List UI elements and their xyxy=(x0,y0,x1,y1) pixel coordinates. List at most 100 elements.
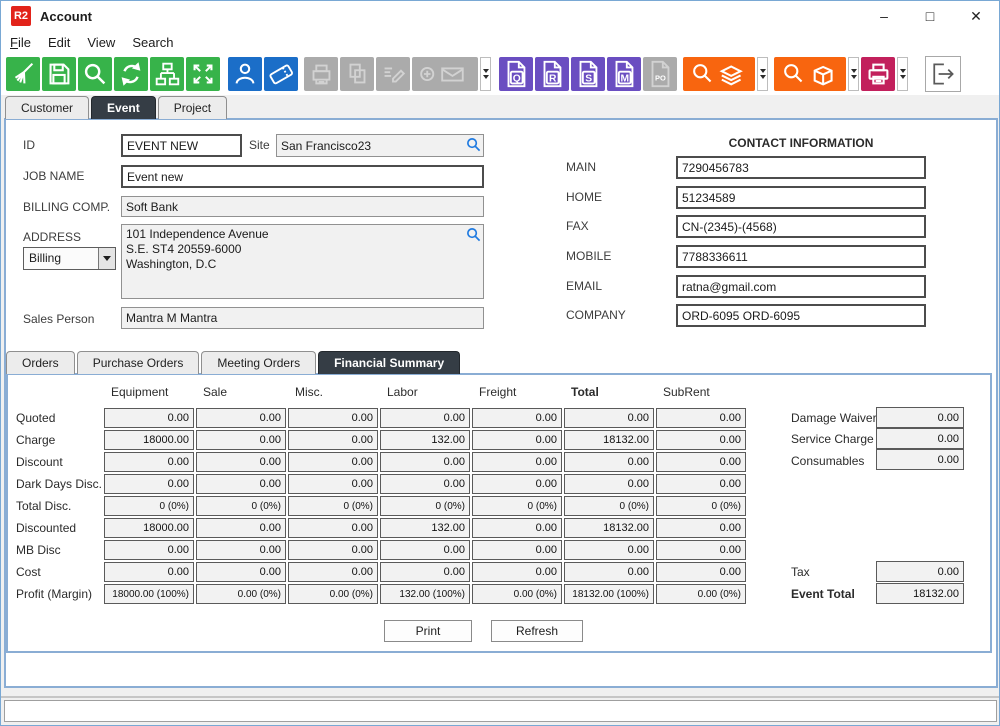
financial-cell: 0.00 xyxy=(104,408,194,428)
add-mail-button xyxy=(412,57,478,91)
financial-row-label: Quoted xyxy=(16,411,56,425)
close-button[interactable]: ✕ xyxy=(970,7,982,24)
main-phone-input[interactable] xyxy=(676,156,926,179)
financial-cell: 0.00 xyxy=(196,562,286,582)
billing-comp-input[interactable] xyxy=(121,196,484,217)
exit-icon xyxy=(933,63,954,85)
refresh-button[interactable] xyxy=(114,57,148,91)
tab-event[interactable]: Event xyxy=(91,96,156,119)
clear-button[interactable] xyxy=(6,57,40,91)
address-type-dropdown[interactable] xyxy=(98,248,115,269)
financial-cell: 0.00 xyxy=(656,430,746,450)
contact-button[interactable] xyxy=(228,57,262,91)
financial-row-label: Profit (Margin) xyxy=(16,587,93,601)
order-tab-strip: Orders Purchase Orders Meeting Orders Fi… xyxy=(6,351,462,374)
main-phone-label: MAIN xyxy=(566,160,596,174)
print-button[interactable]: Print xyxy=(384,620,472,642)
doc-m-icon: M xyxy=(615,60,634,88)
menu-search[interactable]: Search xyxy=(132,34,174,50)
financial-cell: 0.00 xyxy=(288,518,378,538)
address-search-icon[interactable] xyxy=(466,227,481,242)
hierarchy-button[interactable] xyxy=(150,57,184,91)
exit-button[interactable] xyxy=(925,56,961,92)
reservation-doc-button[interactable]: R xyxy=(535,57,569,91)
ticket-button[interactable] xyxy=(264,57,298,91)
financial-cell: 18132.00 xyxy=(564,430,654,450)
tab-orders[interactable]: Orders xyxy=(6,351,75,374)
sales-person-label: Sales Person xyxy=(23,312,95,326)
search-orders-dropdown[interactable] xyxy=(757,57,768,91)
save-button[interactable] xyxy=(42,57,76,91)
menu-view[interactable]: View xyxy=(87,34,116,50)
tab-meeting-orders[interactable]: Meeting Orders xyxy=(201,351,317,374)
address-textarea[interactable]: 101 Independence Avenue S.E. ST4 20559-6… xyxy=(121,224,484,299)
address-type-combo[interactable]: Billing xyxy=(23,247,116,270)
site-input[interactable] xyxy=(276,134,484,157)
search-box-icon xyxy=(784,64,833,86)
financial-column-header: Freight xyxy=(479,385,517,399)
fax-input[interactable] xyxy=(676,215,926,238)
financial-cell: 0.00 xyxy=(380,474,470,494)
id-label: ID xyxy=(23,138,35,152)
financial-row-label: Discount xyxy=(16,455,63,469)
toolbar: Q R S M PO xyxy=(1,53,999,95)
tax-label: Tax xyxy=(791,565,810,579)
financial-cell: 18000.00 (100%) xyxy=(104,584,194,604)
edit-button xyxy=(376,57,410,91)
financial-cell: 0.00 xyxy=(104,474,194,494)
maximize-button[interactable]: □ xyxy=(925,8,935,24)
app-logo-icon: R2 xyxy=(11,6,31,26)
refresh-button[interactable]: Refresh xyxy=(491,620,583,642)
financial-cell: 0.00 xyxy=(288,540,378,560)
tab-purchase-orders[interactable]: Purchase Orders xyxy=(76,351,200,374)
broom-icon xyxy=(14,62,34,84)
minimize-button[interactable]: – xyxy=(880,8,888,24)
financial-cell: 0 (0%) xyxy=(288,496,378,516)
expand-button[interactable] xyxy=(186,57,220,91)
company-input[interactable] xyxy=(676,304,926,327)
financial-cell: 18132.00 (100%) xyxy=(564,584,654,604)
mobile-input[interactable] xyxy=(676,245,926,268)
financial-table-row: Charge 18000.00 0.00 0.00 132.00 0.00 18132.00… xyxy=(8,429,748,451)
tab-financial-summary[interactable]: Financial Summary xyxy=(318,351,461,374)
quote-doc-button[interactable]: Q xyxy=(499,57,533,91)
refresh-icon xyxy=(121,62,141,86)
add-mail-dropdown[interactable] xyxy=(480,57,491,91)
financial-table-row: Total Disc. 0 (0%) 0 (0%) 0 (0%) 0 (0%) 0 (0%… xyxy=(8,495,748,517)
tab-customer[interactable]: Customer xyxy=(5,96,90,119)
financial-cell: 132.00 xyxy=(380,430,470,450)
menu-edit[interactable]: Edit xyxy=(47,34,71,50)
site-search-icon[interactable] xyxy=(466,137,481,152)
job-name-input[interactable] xyxy=(121,165,484,188)
subrent-doc-button[interactable]: S xyxy=(571,57,605,91)
search-button[interactable] xyxy=(78,57,112,91)
register-button xyxy=(304,57,338,91)
sales-person-input[interactable] xyxy=(121,307,484,329)
home-phone-input[interactable] xyxy=(676,186,926,209)
hierarchy-icon xyxy=(155,62,180,86)
financial-column-header: Total xyxy=(571,385,599,399)
search-items-dropdown[interactable] xyxy=(848,57,859,91)
service-charge-value: 0.00 xyxy=(876,428,964,449)
financial-cell: 0.00 (0%) xyxy=(288,584,378,604)
financial-column-header: SubRent xyxy=(663,385,710,399)
financial-summary-panel: Equipment Sale Misc. Labor Freight Total SubRe… xyxy=(6,373,992,653)
damage-waiver-value: 0.00 xyxy=(876,407,964,428)
financial-cell: 0.00 xyxy=(196,474,286,494)
email-label: EMAIL xyxy=(566,279,603,293)
email-input[interactable] xyxy=(676,275,926,298)
financial-row-label: Charge xyxy=(16,433,56,447)
search-items-button[interactable] xyxy=(774,57,846,91)
search-orders-button[interactable] xyxy=(683,57,755,91)
chevron-down-icon xyxy=(103,256,111,261)
menu-file[interactable]: File xyxy=(10,34,31,50)
id-input[interactable] xyxy=(121,134,242,157)
print-toolbar-button[interactable] xyxy=(861,57,895,91)
financial-cell: 0.00 xyxy=(380,408,470,428)
misc-doc-button[interactable]: M xyxy=(607,57,641,91)
title-bar: R2 Account – □ ✕ xyxy=(1,1,999,31)
tab-project[interactable]: Project xyxy=(157,96,228,119)
print-dropdown[interactable] xyxy=(897,57,908,91)
financial-cell: 0 (0%) xyxy=(472,496,562,516)
po-doc-button: PO xyxy=(643,57,677,91)
